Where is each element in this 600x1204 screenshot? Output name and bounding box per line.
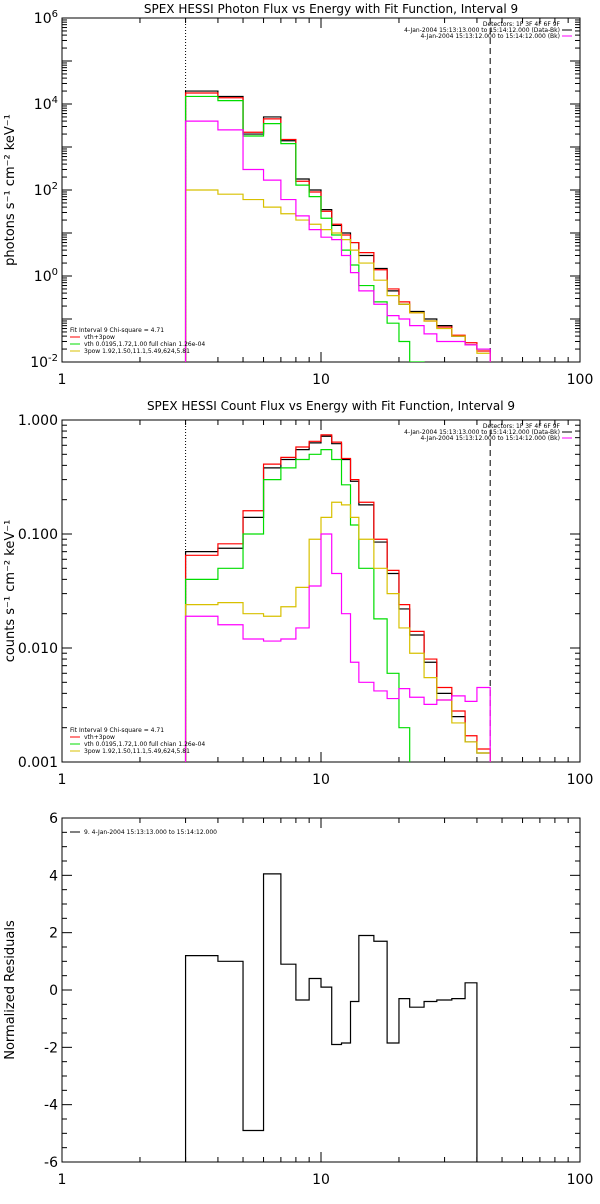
y-tick-label: -6	[44, 1155, 58, 1171]
chart-title-0: SPEX HESSI Photon Flux vs Energy with Fi…	[144, 2, 518, 16]
series-line-residuals	[184, 873, 478, 1162]
y-tick-label: 102	[34, 181, 58, 199]
y-tick-label: 0.100	[18, 527, 58, 543]
y-axis-label-0: photons s⁻¹ cm⁻² keV⁻¹	[3, 114, 18, 266]
series-line-vth-3pow	[184, 92, 491, 362]
series-line-3pow	[184, 189, 491, 362]
series-line-3pow	[184, 501, 491, 762]
x-tick-label: 1	[58, 772, 67, 788]
y-axis-label-2: Normalized Residuals	[3, 920, 18, 1060]
legend-left-entry: vth 0.0195,1.72,1.00 full chian 1.26e-04	[84, 341, 205, 348]
series-line-vth-3pow	[184, 434, 491, 762]
chart-title-1: SPEX HESSI Count Flux vs Energy with Fit…	[147, 399, 515, 413]
y-tick-label: -2	[44, 1040, 58, 1056]
legend-right-entry: Detectors: 1F 3F 4F 6F 9F	[483, 423, 561, 430]
plot-frame-1	[61, 419, 581, 763]
y-axis-label-1: counts s⁻¹ cm⁻² keV⁻¹	[3, 520, 18, 663]
x-tick-label: 10	[312, 772, 330, 788]
series-line-bk	[184, 120, 491, 362]
legend-right-entry: 4-Jan-2004 15:13:13.000 to 15:14:12.000 …	[404, 27, 560, 34]
y-tick-label: 100	[34, 267, 58, 285]
y-tick-label: 2	[49, 926, 58, 942]
y-tick-label: 1.000	[18, 413, 58, 429]
legend-right-entry: 4-Jan-2004 15:13:13.000 to 15:14:12.000 …	[404, 429, 560, 436]
series-line-data-bk	[184, 90, 491, 362]
plot-frame-2	[61, 817, 581, 1163]
y-tick-label: 10-2	[30, 353, 58, 371]
series-line-vth	[184, 449, 411, 762]
y-tick-label: 0.010	[18, 641, 58, 657]
legend-left-entry: 3pow 1.92,1.50,11.1,5.49,624,5.81	[84, 748, 190, 755]
x-tick-label: 10	[312, 1172, 330, 1188]
series-line-data-bk	[184, 435, 491, 762]
x-tick-label: 1	[58, 372, 67, 388]
legend-left-entry: 9. 4-Jan-2004 15:13:13.000 to 15:14:12.0…	[84, 829, 217, 836]
legend-left-header: Fit Interval 9 Chi-square = 4.71	[70, 327, 164, 334]
y-tick-label: 0.001	[18, 755, 58, 771]
legend-right-entry: Detectors: 1F 3F 4F 6F 9F	[483, 21, 561, 28]
y-tick-label: -4	[44, 1098, 58, 1114]
y-tick-label: 104	[34, 95, 58, 113]
y-tick-label: 106	[34, 9, 58, 27]
legend-left-entry: vth 0.0195,1.72,1.00 full chian 1.26e-04	[84, 741, 205, 748]
x-tick-label: 100	[567, 772, 594, 788]
legend-right-entry: 4-Jan-2004 15:13:12.000 to 15:14:12.000 …	[420, 33, 560, 40]
x-tick-label: 10	[312, 372, 330, 388]
series-line-vth	[184, 95, 425, 362]
y-tick-label: 4	[49, 868, 58, 884]
legend-left-entry: 3pow 1.92,1.50,11.1,5.49,624,5.81	[84, 348, 190, 355]
legend-right-entry: 4-Jan-2004 15:13:12.000 to 15:14:12.000 …	[420, 435, 560, 442]
series-line-bk	[184, 533, 491, 762]
legend-left-entry: vth+3pow	[84, 334, 115, 341]
x-tick-label: 100	[567, 1172, 594, 1188]
y-tick-label: 0	[49, 983, 58, 999]
x-tick-label: 100	[567, 372, 594, 388]
x-tick-label: 1	[58, 1172, 67, 1188]
legend-left-header: Fit Interval 9 Chi-square = 4.71	[70, 727, 164, 734]
legend-left-entry: vth+3pow	[84, 734, 115, 741]
y-tick-label: 6	[49, 811, 58, 827]
